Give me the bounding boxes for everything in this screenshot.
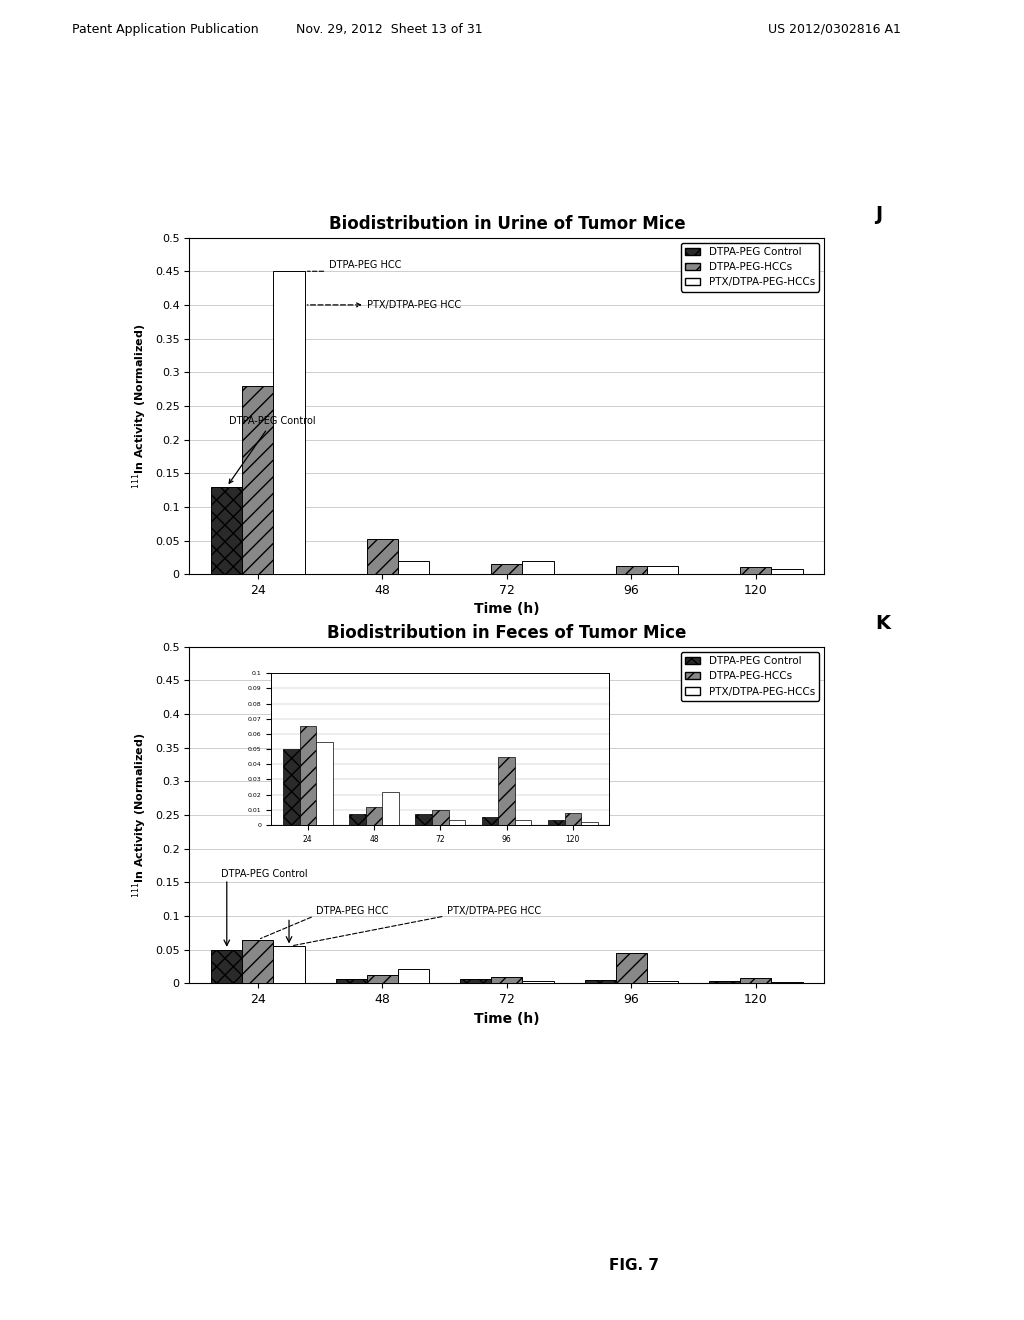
Bar <box>740 978 771 983</box>
Bar <box>211 950 243 983</box>
Text: J: J <box>876 205 883 223</box>
Bar <box>273 272 304 574</box>
Bar <box>771 982 803 983</box>
Y-axis label: $^{111}$In Activity (Normalized): $^{111}$In Activity (Normalized) <box>131 733 150 898</box>
X-axis label: Time (h): Time (h) <box>474 1011 540 1026</box>
Bar <box>299 726 316 825</box>
Bar <box>582 822 598 825</box>
Bar <box>499 756 515 825</box>
Bar <box>367 975 398 983</box>
Text: FIG. 7: FIG. 7 <box>609 1258 659 1272</box>
Bar <box>211 487 243 574</box>
Bar <box>432 809 449 825</box>
Bar <box>349 814 366 825</box>
Bar <box>449 821 465 825</box>
Text: PTX/DTPA-PEG HCC: PTX/DTPA-PEG HCC <box>307 300 462 310</box>
Title: Biodistribution in Urine of Tumor Mice: Biodistribution in Urine of Tumor Mice <box>329 215 685 234</box>
Bar <box>615 566 647 574</box>
Legend: DTPA-PEG Control, DTPA-PEG-HCCs, PTX/DTPA-PEG-HCCs: DTPA-PEG Control, DTPA-PEG-HCCs, PTX/DTP… <box>681 243 819 292</box>
Bar <box>460 978 492 983</box>
Text: Nov. 29, 2012  Sheet 13 of 31: Nov. 29, 2012 Sheet 13 of 31 <box>296 22 482 36</box>
Bar <box>416 814 432 825</box>
Text: DTPA-PEG Control: DTPA-PEG Control <box>229 416 315 483</box>
Bar <box>492 564 522 574</box>
Title: Biodistribution in Feces of Tumor Mice: Biodistribution in Feces of Tumor Mice <box>328 624 686 643</box>
Text: Patent Application Publication: Patent Application Publication <box>72 22 258 36</box>
Bar <box>522 981 554 983</box>
Bar <box>481 817 499 825</box>
X-axis label: Time (h): Time (h) <box>474 602 540 616</box>
Bar <box>647 566 678 574</box>
Bar <box>740 568 771 574</box>
Legend: DTPA-PEG Control, DTPA-PEG-HCCs, PTX/DTPA-PEG-HCCs: DTPA-PEG Control, DTPA-PEG-HCCs, PTX/DTP… <box>681 652 819 701</box>
Bar <box>615 953 647 983</box>
Bar <box>771 569 803 574</box>
Text: DTPA-PEG HCC: DTPA-PEG HCC <box>316 906 389 916</box>
Text: DTPA-PEG HCC: DTPA-PEG HCC <box>329 260 401 269</box>
Y-axis label: $^{111}$In Activity (Normalized): $^{111}$In Activity (Normalized) <box>131 323 150 488</box>
Bar <box>398 561 429 574</box>
Text: DTPA-PEG Control: DTPA-PEG Control <box>220 869 307 879</box>
Bar <box>273 946 304 983</box>
Bar <box>548 821 564 825</box>
Text: K: K <box>876 614 891 632</box>
Bar <box>336 978 367 983</box>
Bar <box>316 742 333 825</box>
Bar <box>515 821 531 825</box>
Bar <box>647 981 678 983</box>
Bar <box>710 981 740 983</box>
Bar <box>366 807 382 825</box>
Text: US 2012/0302816 A1: US 2012/0302816 A1 <box>768 22 901 36</box>
Bar <box>492 977 522 983</box>
Bar <box>585 979 615 983</box>
Bar <box>382 792 399 825</box>
Bar <box>398 969 429 983</box>
Bar <box>283 750 299 825</box>
Bar <box>243 385 273 574</box>
Bar <box>367 539 398 574</box>
Bar <box>522 561 554 574</box>
Text: PTX/DTPA-PEG HCC: PTX/DTPA-PEG HCC <box>447 906 542 916</box>
Bar <box>564 813 582 825</box>
Bar <box>243 940 273 983</box>
